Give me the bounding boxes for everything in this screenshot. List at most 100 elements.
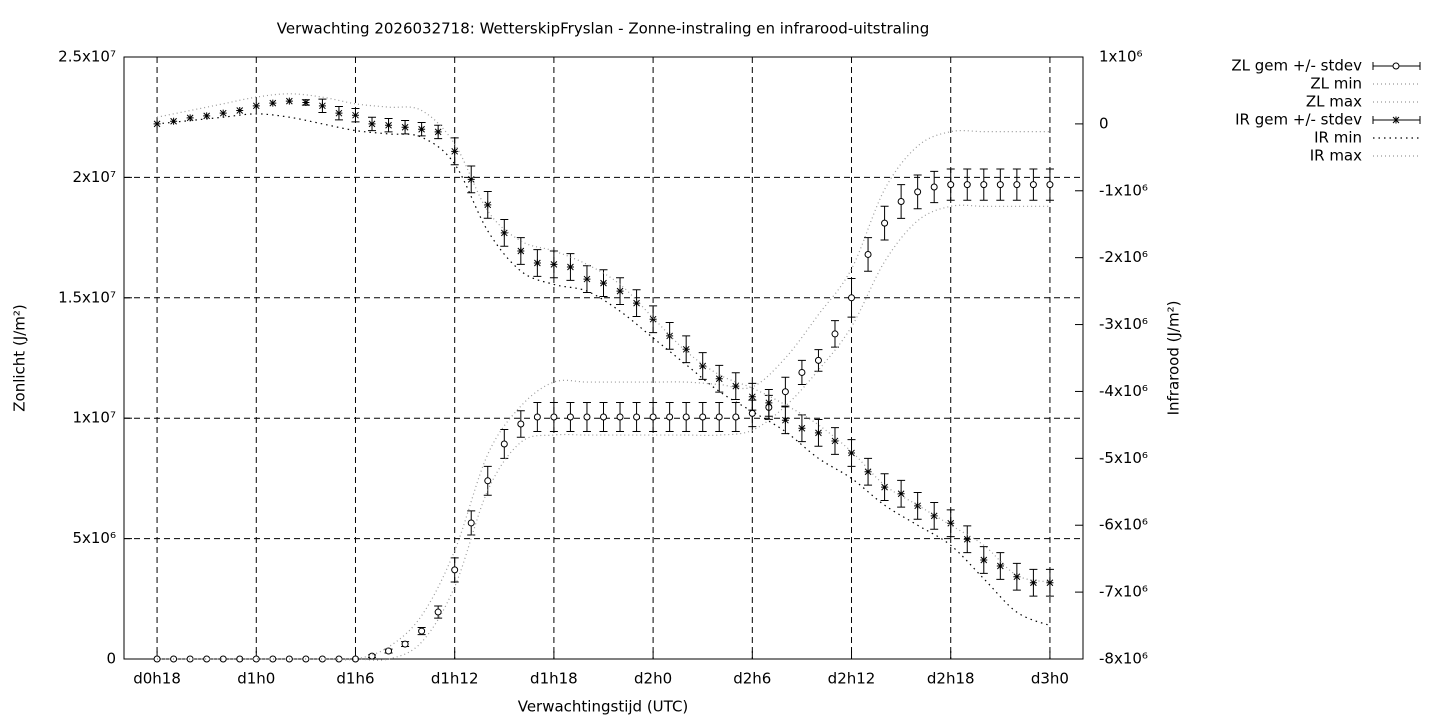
data-point bbox=[914, 188, 922, 196]
data-point bbox=[930, 183, 938, 191]
data-point bbox=[236, 107, 244, 115]
data-point bbox=[980, 556, 988, 564]
data-point bbox=[418, 627, 426, 635]
legend-label: ZL max bbox=[1306, 93, 1362, 111]
data-point bbox=[368, 120, 376, 128]
data-point bbox=[666, 413, 674, 421]
data-point bbox=[798, 368, 806, 376]
data-point bbox=[335, 109, 343, 117]
legend-label: IR max bbox=[1310, 147, 1362, 165]
data-point bbox=[351, 655, 359, 663]
data-point bbox=[285, 97, 293, 105]
data-point bbox=[484, 477, 492, 485]
data-point bbox=[484, 201, 492, 209]
data-point bbox=[318, 655, 326, 663]
y2-tick-label: -2x10⁶ bbox=[1099, 248, 1148, 266]
data-point bbox=[1046, 579, 1054, 587]
legend-marker bbox=[1392, 116, 1400, 124]
data-point bbox=[451, 147, 459, 155]
y2-tick-label: -5x10⁶ bbox=[1099, 449, 1148, 467]
data-point bbox=[682, 413, 690, 421]
x-tick-label: d3h0 bbox=[1031, 670, 1069, 688]
data-point bbox=[583, 275, 591, 283]
data-point bbox=[996, 181, 1004, 189]
data-point bbox=[566, 263, 574, 271]
data-point bbox=[748, 409, 756, 417]
data-point bbox=[848, 294, 856, 302]
data-point bbox=[302, 98, 310, 106]
data-point bbox=[633, 299, 641, 307]
x-tick-label: d2h12 bbox=[828, 670, 876, 688]
data-point bbox=[517, 247, 525, 255]
legend-label: ZL min bbox=[1310, 75, 1362, 93]
data-point bbox=[897, 490, 905, 498]
data-point bbox=[699, 413, 707, 421]
data-point bbox=[600, 279, 607, 287]
data-point bbox=[385, 121, 393, 129]
data-point bbox=[550, 413, 558, 421]
data-point bbox=[1029, 181, 1037, 189]
data-point bbox=[715, 375, 723, 383]
data-point bbox=[269, 99, 277, 107]
x-tick-label: d2h18 bbox=[927, 670, 975, 688]
data-point bbox=[897, 197, 905, 205]
x-axis-label: Verwachtingstijd (UTC) bbox=[518, 698, 689, 716]
x-tick-label: d1h0 bbox=[237, 670, 275, 688]
data-point bbox=[1013, 181, 1021, 189]
y-axis-label: Zonlicht (J/m²) bbox=[11, 304, 29, 412]
data-point bbox=[616, 413, 624, 421]
y-tick-label: 1x10⁷ bbox=[72, 409, 116, 427]
y-tick-label: 1.5x10⁷ bbox=[58, 288, 116, 306]
data-point bbox=[500, 440, 508, 448]
data-point bbox=[814, 356, 822, 364]
x-tick-label: d1h18 bbox=[530, 670, 578, 688]
data-point bbox=[864, 250, 872, 258]
data-point bbox=[401, 640, 409, 648]
data-point bbox=[1013, 573, 1021, 581]
data-point bbox=[881, 483, 889, 491]
y-tick-label: 0 bbox=[106, 650, 116, 668]
legend-marker bbox=[1392, 62, 1400, 70]
data-point bbox=[533, 413, 541, 421]
data-point bbox=[236, 655, 244, 663]
data-point bbox=[170, 117, 178, 125]
data-point bbox=[451, 566, 459, 574]
y2-tick-label: -6x10⁶ bbox=[1099, 516, 1148, 534]
data-point bbox=[881, 219, 889, 227]
data-point bbox=[269, 655, 277, 663]
data-point bbox=[335, 655, 343, 663]
data-point bbox=[1029, 579, 1037, 587]
data-point bbox=[947, 181, 955, 189]
data-point bbox=[351, 111, 359, 119]
data-point bbox=[566, 413, 574, 421]
data-point bbox=[848, 449, 856, 457]
data-point bbox=[203, 112, 211, 120]
data-point bbox=[252, 102, 260, 110]
data-point bbox=[732, 382, 740, 390]
data-point bbox=[401, 123, 409, 131]
data-point bbox=[385, 647, 393, 655]
data-point bbox=[930, 512, 938, 520]
data-point bbox=[831, 437, 839, 445]
data-point bbox=[219, 655, 227, 663]
data-point bbox=[682, 345, 690, 353]
range-line bbox=[157, 129, 1050, 661]
y2-tick-label: -4x10⁶ bbox=[1099, 382, 1148, 400]
data-point bbox=[963, 535, 971, 543]
data-point bbox=[434, 608, 442, 616]
y2-tick-label: 1x10⁶ bbox=[1099, 48, 1143, 66]
data-point bbox=[186, 655, 194, 663]
y2-tick-label: -7x10⁶ bbox=[1099, 583, 1148, 601]
data-point bbox=[616, 287, 624, 295]
data-point bbox=[914, 502, 922, 510]
data-point bbox=[467, 519, 475, 527]
x-tick-label: d1h12 bbox=[431, 670, 479, 688]
data-point bbox=[715, 413, 723, 421]
data-point bbox=[500, 229, 508, 237]
data-point bbox=[203, 655, 211, 663]
data-point bbox=[368, 652, 376, 660]
data-point bbox=[219, 109, 227, 117]
y-tick-label: 2x10⁷ bbox=[72, 168, 116, 186]
